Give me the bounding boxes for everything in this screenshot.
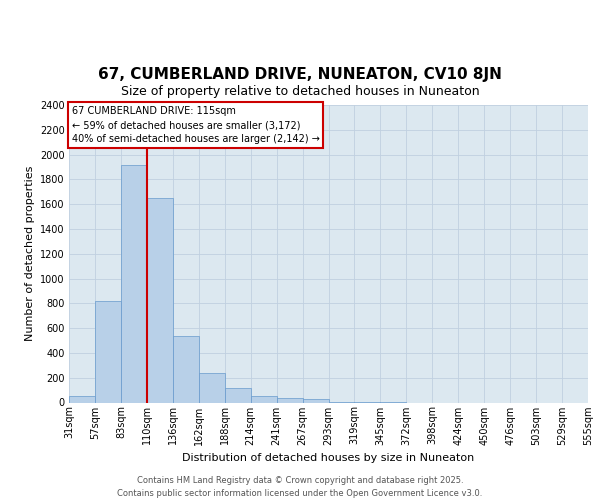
Text: 67, CUMBERLAND DRIVE, NUNEATON, CV10 8JN: 67, CUMBERLAND DRIVE, NUNEATON, CV10 8JN (98, 68, 502, 82)
Bar (199, 374, 224, 402)
Bar (251, 396, 277, 402)
Bar (69, 396, 95, 402)
Bar (147, 198, 173, 402)
Bar (277, 398, 302, 402)
Bar (225, 388, 251, 402)
Bar (173, 336, 199, 402)
Y-axis label: Number of detached properties: Number of detached properties (25, 166, 35, 342)
Text: Size of property relative to detached houses in Nuneaton: Size of property relative to detached ho… (121, 84, 479, 98)
Bar (302, 400, 329, 402)
Text: 67 CUMBERLAND DRIVE: 115sqm
← 59% of detached houses are smaller (3,172)
40% of : 67 CUMBERLAND DRIVE: 115sqm ← 59% of det… (71, 106, 319, 144)
X-axis label: Distribution of detached houses by size in Nuneaton: Distribution of detached houses by size … (182, 453, 475, 463)
Bar (95, 301, 121, 402)
Bar (121, 164, 147, 402)
Text: Contains HM Land Registry data © Crown copyright and database right 2025.
Contai: Contains HM Land Registry data © Crown c… (118, 476, 482, 498)
